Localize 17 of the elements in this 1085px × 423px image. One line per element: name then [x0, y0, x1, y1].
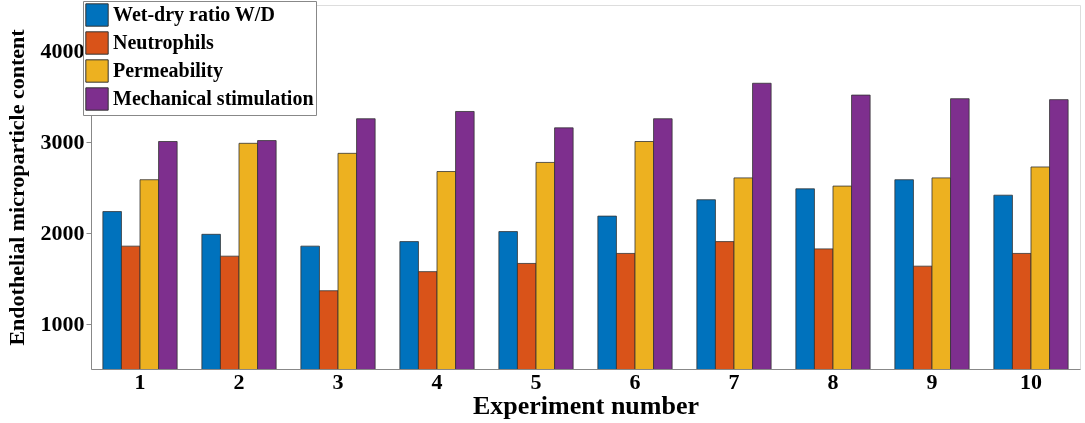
x-tick-label: 7	[728, 368, 740, 394]
legend-label: Neutrophils	[113, 31, 214, 54]
x-tick-label: 1	[134, 368, 146, 394]
y-tick-label: 3000	[40, 129, 85, 154]
legend-label: Wet-dry ratio W/D	[113, 3, 275, 26]
y-tick-label: 2000	[40, 220, 85, 245]
x-tick-label: 10	[1020, 368, 1042, 394]
x-tick-label: 2	[233, 368, 245, 394]
y-tick-label: 1000	[40, 311, 85, 336]
y-tick-label: 4000	[40, 38, 85, 63]
x-tick-label: 8	[827, 368, 839, 394]
y-axis-title: Endothelial microparticle content	[3, 28, 29, 346]
x-tick-label: 3	[332, 368, 344, 394]
legend-label: Mechanical stimulation	[113, 87, 314, 109]
legend-label: Permeability	[113, 59, 223, 82]
x-tick-label: 9	[926, 368, 938, 394]
x-tick-label: 4	[431, 368, 443, 394]
